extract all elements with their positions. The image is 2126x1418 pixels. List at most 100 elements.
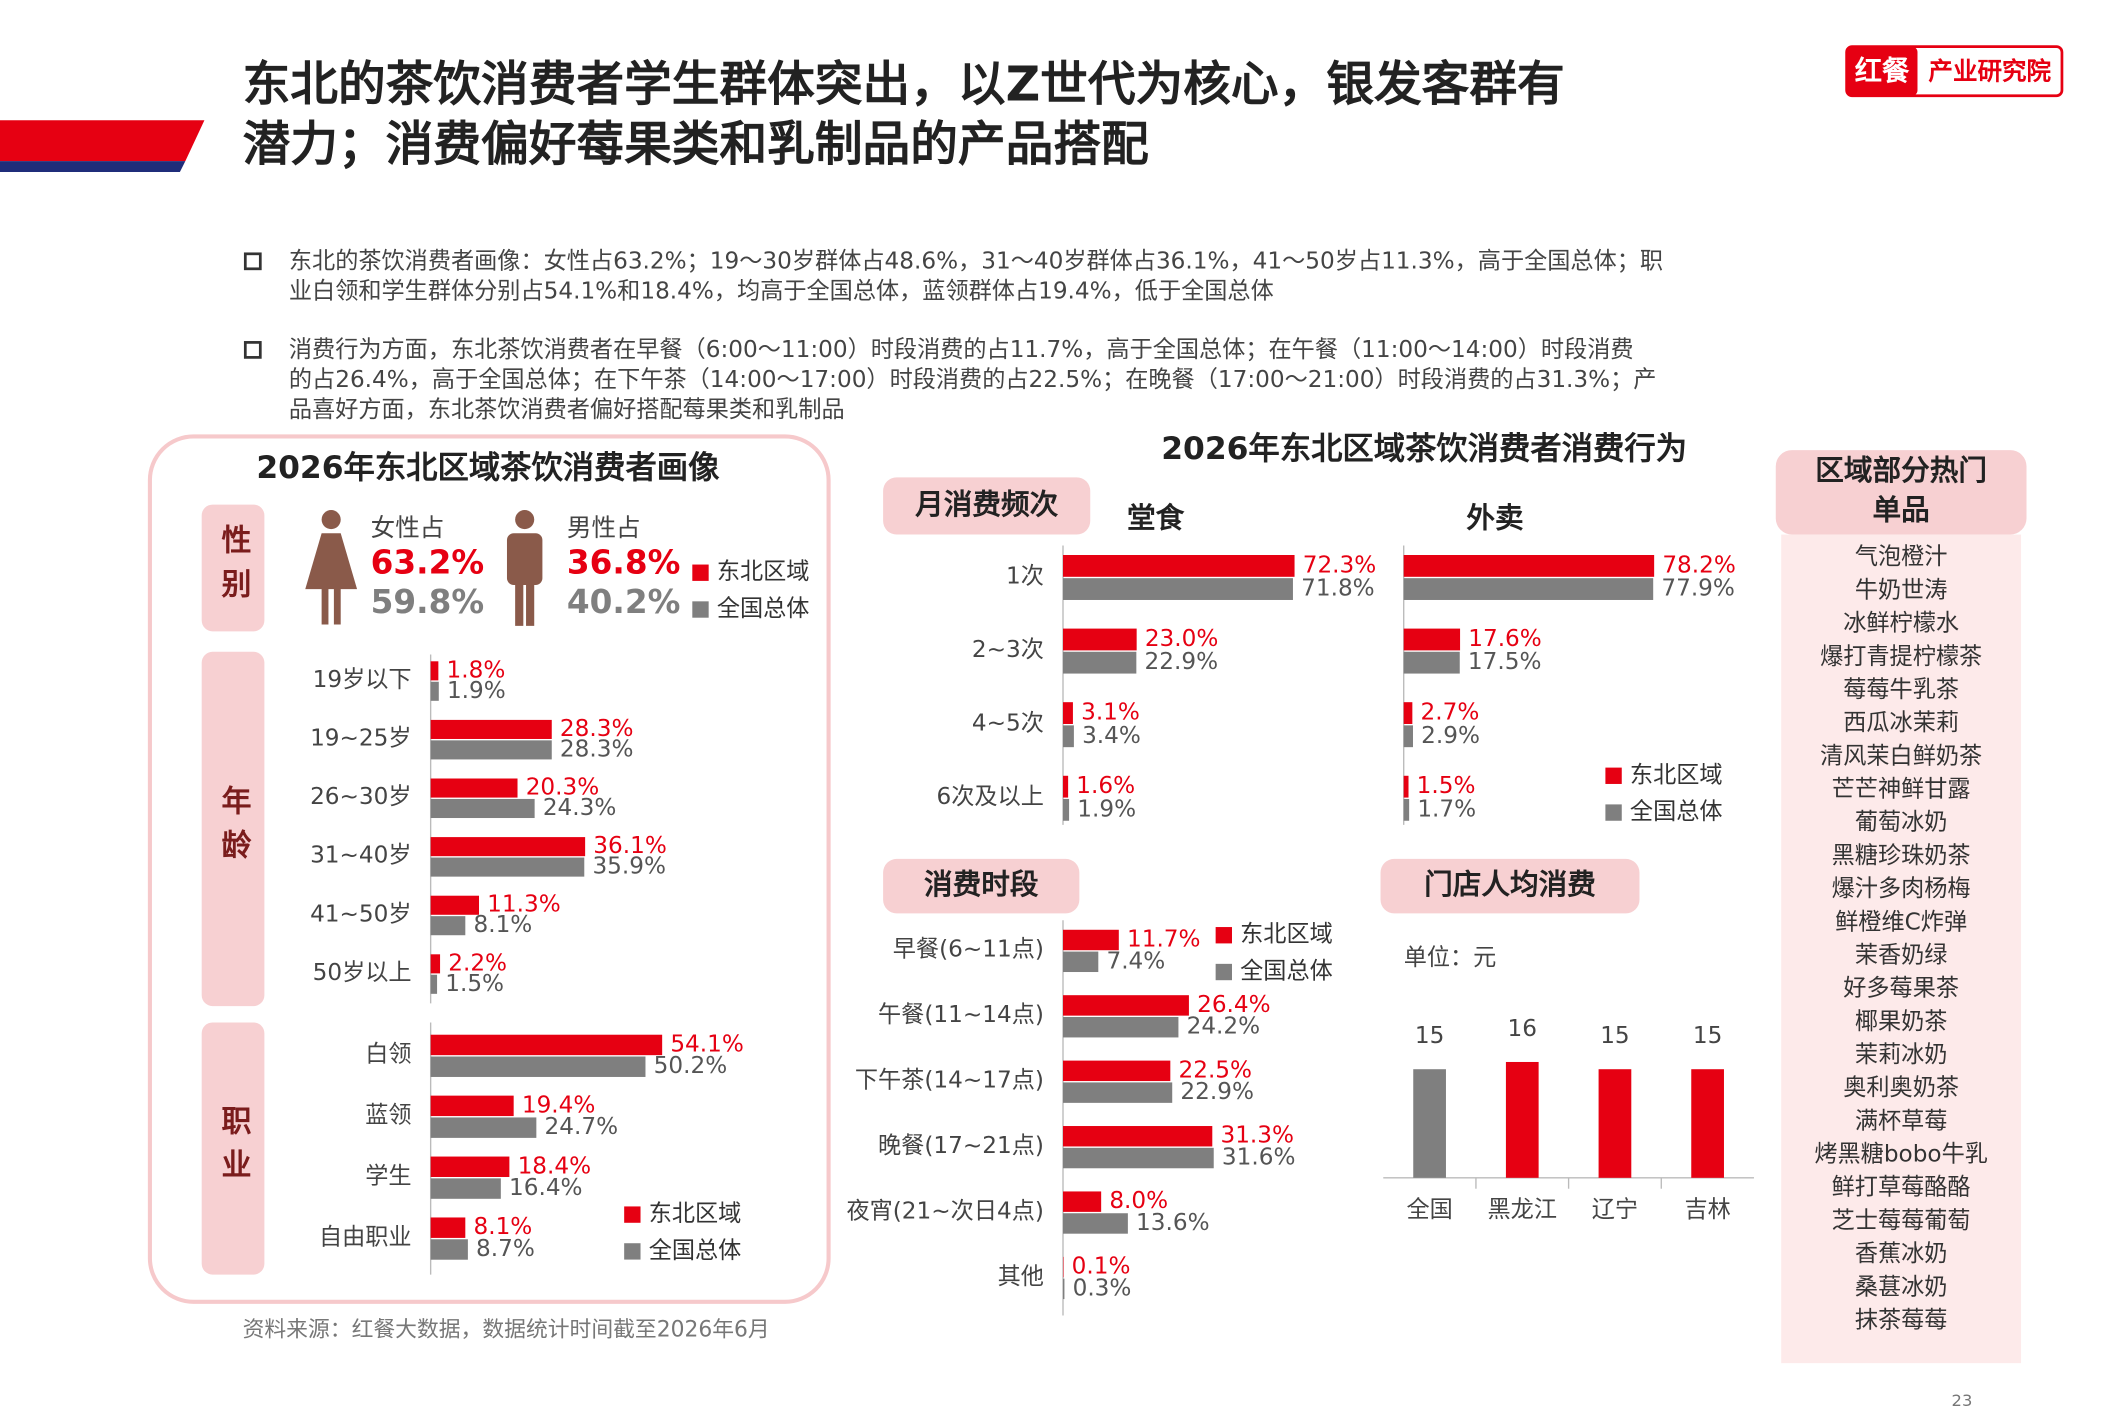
section-tab [201,504,265,632]
value-label: 50.2% [654,1053,728,1079]
value-label: 22.9% [1180,1079,1254,1105]
bar [430,954,441,974]
bar [1063,1213,1128,1234]
hot-item: 烤黑糖bobo牛乳 [1814,1142,1988,1168]
value-label: 1.8% [447,657,506,683]
value-label: 71.8% [1301,576,1375,602]
value-label: 24.2% [1187,1014,1261,1040]
value-label: 36.1% [593,833,667,859]
legend-label: 东北区域 [1630,762,1723,788]
bar [430,1239,468,1260]
legend-label: 全国总体 [1630,799,1723,825]
value-label: 20.3% [526,775,600,801]
bar [1063,798,1070,821]
bar [430,1178,501,1199]
bullet-text: 品喜好方面，东北茶饮消费者偏好搭配莓果类和乳制品 [289,397,845,423]
page-number: 23 [1952,1391,1973,1410]
value-label: 2.7% [1421,700,1480,726]
bar [1063,651,1137,674]
legend-swatch [692,564,709,581]
value-label: 1.9% [447,678,506,704]
bar [1063,1060,1171,1082]
value-label: 1.5% [445,971,504,997]
bar [1598,1069,1632,1178]
legend-label: 全国总体 [717,596,810,622]
bar [1063,1147,1214,1169]
category-label: 全国 [1406,1197,1452,1223]
category-label: 早餐(6~11点) [893,937,1044,963]
hot-item: 芝士莓莓葡萄 [1832,1208,1971,1234]
banner-stripe [0,161,186,173]
hot-item: 爆打青提柠檬茶 [1820,644,1982,670]
category-label: 26~30岁 [310,784,412,810]
value-label: 23.0% [1145,626,1219,652]
hot-item: 西瓜冰茉莉 [1843,710,1959,736]
category-label: 夜宵(21~次日4点) [846,1198,1043,1224]
panel-title: 2026年东北区域茶饮消费者画像 [256,449,720,486]
stat-value: 63.2% [371,544,484,582]
bar [1403,725,1413,748]
page-title: 潜力；消费偏好莓果类和乳制品的产品搭配 [243,118,1149,173]
bar [1403,555,1655,577]
hot-item: 黑糖珍珠奶茶 [1832,843,1971,869]
bullet-text: 业白领和学生群体分别占54.1%和18.4%，均高于全国总体，蓝领群体占19.4… [289,278,1274,304]
value-label: 19.4% [522,1092,596,1118]
value-label: 2.2% [448,950,507,976]
value-label: 15 [1415,1023,1444,1049]
value-label: 28.3% [560,736,634,762]
bar [1063,1016,1179,1038]
category-label: 19岁以下 [313,667,412,693]
legend-label: 全国总体 [649,1238,742,1264]
hot-item: 鲜打草莓酪酪 [1832,1175,1971,1201]
value-label: 26.4% [1197,992,1271,1018]
value-label: 17.5% [1468,649,1542,675]
bullet-marker [243,252,262,271]
bar [1063,702,1073,724]
bar [430,1156,510,1177]
value-label: 24.3% [543,795,617,821]
bar [430,837,586,857]
legend-swatch [624,1243,641,1260]
section-title: 年龄 [216,785,252,872]
bar [430,1117,537,1138]
hot-item: 香蕉冰奶 [1855,1241,1948,1267]
bar [1403,798,1410,821]
value-label: 22.5% [1178,1057,1252,1083]
section-title: 消费时段 [924,867,1039,901]
panel-title: 2026年东北区域茶饮消费者消费行为 [1161,430,1687,467]
value-label: 31.3% [1220,1123,1294,1149]
category-label: 1次 [1006,563,1044,589]
value-label: 11.7% [1127,926,1201,952]
value-label: 1.7% [1417,796,1476,822]
logo-brand: 红餐 [1855,55,1910,87]
hot-item: 清风茉白鲜奶茶 [1820,743,1982,769]
value-label: 35.9% [592,854,666,880]
bar [430,798,535,819]
hot-item: 满杯草莓 [1855,1108,1948,1134]
hot-item: 葡萄冰奶 [1855,810,1948,836]
hot-item: 好多莓果茶 [1843,976,1959,1002]
bar [1063,1082,1173,1103]
bar [1063,1191,1102,1212]
bar [1063,929,1119,951]
section-tab [201,1022,265,1275]
value-label: 8.1% [473,1214,532,1240]
category-label: 41~50岁 [310,901,412,927]
hot-item: 奥利奥奶茶 [1843,1075,1959,1101]
bullet-text: 的占26.4%，高于全国总体；在下午茶（14:00～17:00）时段消费的占22… [289,367,1657,393]
category-label: 19~25岁 [310,725,412,751]
value-label: 0.3% [1073,1275,1132,1301]
bar [1063,951,1099,973]
bar [1403,775,1409,798]
bar [1063,555,1295,577]
bar [1063,775,1069,798]
bar [1063,628,1137,651]
category-label: 自由职业 [319,1224,412,1250]
value-label: 1.5% [1417,773,1476,799]
category-label: 2~3次 [972,637,1044,663]
category-label: 下午茶(14~17点) [855,1068,1044,1094]
legend-label: 东北区域 [717,559,810,585]
section-title: 性别 [216,524,252,611]
